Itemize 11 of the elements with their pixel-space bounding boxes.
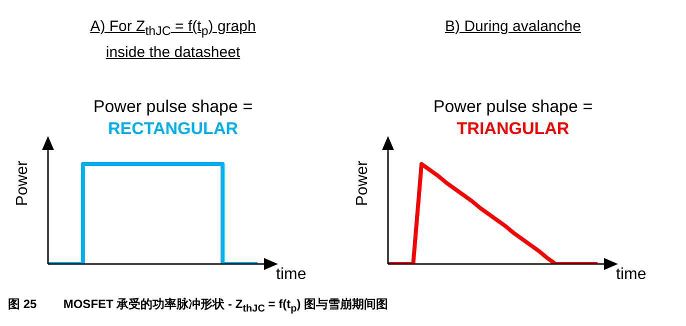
- x-axis-title: time: [276, 266, 306, 284]
- chart-title: B) During avalanche: [445, 17, 581, 37]
- chart-subtitle: Power pulse shape =: [92, 97, 254, 117]
- x-axis-title: time: [616, 266, 646, 284]
- chart-title: A) For Z$_{thJC}$ = f(t$_{p}$) graph inside the datasheet: [89, 17, 257, 63]
- caption: 图 25 MOSFET 承受的功率脉冲形状 - Z$_{thJC}$ = f(t$_{p}$) 图与雪崩期间图: [8, 296, 388, 314]
- y-axis-title: Power: [14, 160, 32, 206]
- chart-subtitle: Power pulse shape =: [432, 97, 594, 117]
- text: RECTANGULAR: [106, 119, 239, 139]
- y-axis-title: Power: [354, 160, 372, 206]
- text: TRIANGULAR: [456, 119, 570, 139]
